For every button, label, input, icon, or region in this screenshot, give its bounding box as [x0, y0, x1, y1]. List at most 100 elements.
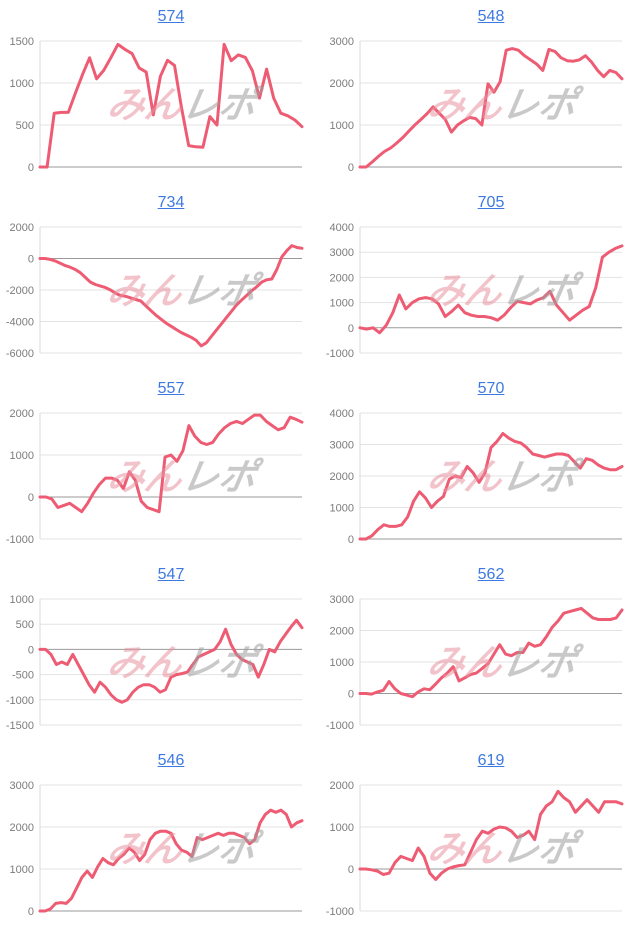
y-axis-tick-label: 0: [28, 906, 34, 918]
data-series-line: [38, 244, 304, 348]
chart-cell: 557 -1000 0 1000 2000 みんレポ: [0, 372, 320, 558]
y-axis-tick-label: 1000: [10, 450, 34, 462]
chart-title-link[interactable]: 557: [157, 380, 185, 397]
chart-cell: 547 -1500 -1000 -500 0 500 1000 みんレポ: [0, 558, 320, 744]
chart-title-link[interactable]: 619: [477, 752, 505, 769]
y-axis-tick-label: 2000: [330, 471, 354, 483]
line-chart: -1000 0 1000 2000 3000 4000: [326, 222, 624, 360]
data-series-line: [358, 789, 624, 881]
plot-area: -1000 0 1000 2000 3000 4000 みんレポ: [320, 217, 640, 369]
y-axis-tick-label: -1000: [326, 906, 354, 918]
line-chart: 0 1000 2000 3000: [10, 780, 304, 918]
chart-title-link[interactable]: 705: [477, 194, 505, 211]
y-axis-tick-label: -1000: [6, 534, 34, 546]
line-chart: -6000 -4000 -2000 0 2000: [6, 222, 304, 360]
y-axis-tick-label: 4000: [330, 408, 354, 420]
plot-area: 0 1000 2000 3000 みんレポ: [0, 775, 320, 927]
line-chart: 0 1000 2000 3000 4000: [330, 408, 624, 546]
y-axis-tick-label: -4000: [6, 317, 34, 329]
y-axis-tick-label: 0: [348, 323, 354, 335]
line-chart: -1500 -1000 -500 0 500 1000: [6, 594, 304, 732]
plot-area: 0 500 1000 1500 みんレポ: [0, 31, 320, 183]
chart-title-link[interactable]: 570: [477, 380, 505, 397]
y-axis-tick-label: -1000: [326, 348, 354, 360]
chart-title-row: 734: [40, 193, 302, 217]
y-axis-tick-label: 2000: [10, 408, 34, 420]
y-axis-tick-label: 2000: [330, 272, 354, 284]
chart-cell: 546 0 1000 2000 3000 みんレポ: [0, 744, 320, 930]
data-series-line: [358, 244, 624, 335]
chart-title-row: 570: [360, 379, 622, 403]
y-axis-tick-label: 500: [16, 120, 34, 132]
data-series-line: [38, 808, 304, 913]
chart-cell: 619 -1000 0 1000 2000 みんレポ: [320, 744, 640, 930]
data-series-line: [38, 42, 304, 169]
data-series-line: [38, 618, 304, 704]
line-chart: 0 500 1000 1500: [10, 36, 304, 174]
y-axis-tick-label: -6000: [6, 348, 34, 360]
chart-title-link[interactable]: 547: [157, 566, 185, 583]
data-series-line: [358, 47, 624, 169]
chart-title-row: 705: [360, 193, 622, 217]
chart-title-row: 547: [40, 565, 302, 589]
chart-title-link[interactable]: 548: [477, 8, 505, 25]
y-axis-tick-label: 0: [348, 162, 354, 174]
y-axis-tick-label: 0: [348, 689, 354, 701]
y-axis-tick-label: 2000: [330, 626, 354, 638]
y-axis-tick-label: -1000: [326, 720, 354, 732]
y-axis-tick-label: 500: [16, 619, 34, 631]
plot-area: -1000 0 1000 2000 3000 みんレポ: [320, 589, 640, 741]
chart-title-row: 574: [40, 7, 302, 31]
y-axis-tick-label: 2000: [330, 780, 354, 792]
line-chart: 0 1000 2000 3000: [330, 36, 624, 174]
data-series-line: [358, 432, 624, 541]
y-axis-tick-label: 1000: [10, 78, 34, 90]
y-axis-tick-label: 1000: [10, 594, 34, 606]
y-axis-tick-label: -2000: [6, 285, 34, 297]
y-axis-tick-label: 2000: [330, 78, 354, 90]
line-chart: -1000 0 1000 2000 3000: [326, 594, 624, 732]
chart-cell: 570 0 1000 2000 3000 4000 みんレポ: [320, 372, 640, 558]
data-series-line: [358, 606, 624, 699]
y-axis-tick-label: 0: [348, 534, 354, 546]
chart-title-row: 546: [40, 751, 302, 775]
y-axis-tick-label: -1500: [6, 720, 34, 732]
y-axis-tick-label: 3000: [10, 780, 34, 792]
chart-title-link[interactable]: 734: [157, 194, 185, 211]
y-axis-tick-label: 3000: [330, 440, 354, 452]
chart-cell: 548 0 1000 2000 3000 みんレポ: [320, 0, 640, 186]
y-axis-tick-label: 0: [28, 254, 34, 266]
chart-title-row: 548: [360, 7, 622, 31]
plot-area: 0 1000 2000 3000 4000 みんレポ: [320, 403, 640, 555]
chart-cell: 562 -1000 0 1000 2000 3000 みんレポ: [320, 558, 640, 744]
y-axis-tick-label: 3000: [330, 36, 354, 48]
plot-area: 0 1000 2000 3000 みんレポ: [320, 31, 640, 183]
y-axis-tick-label: 1000: [330, 298, 354, 310]
plot-area: -1500 -1000 -500 0 500 1000 みんレポ: [0, 589, 320, 741]
y-axis-tick-label: 1000: [330, 657, 354, 669]
chart-title-row: 557: [40, 379, 302, 403]
chart-cell: 734 -6000 -4000 -2000 0 2000 みんレポ: [0, 186, 320, 372]
chart-title-link[interactable]: 574: [157, 8, 185, 25]
plot-area: -6000 -4000 -2000 0 2000 みんレポ: [0, 217, 320, 369]
y-axis-tick-label: -1000: [6, 695, 34, 707]
plot-area: -1000 0 1000 2000 みんレポ: [320, 775, 640, 927]
chart-cell: 574 0 500 1000 1500 みんレポ: [0, 0, 320, 186]
y-axis-tick-label: 4000: [330, 222, 354, 234]
y-axis-tick-label: 0: [28, 162, 34, 174]
y-axis-tick-label: 3000: [330, 594, 354, 606]
chart-title-link[interactable]: 562: [477, 566, 505, 583]
y-axis-tick-label: 1000: [330, 503, 354, 515]
y-axis-tick-label: 2000: [10, 822, 34, 834]
y-axis-tick-label: 3000: [330, 247, 354, 259]
chart-title-link[interactable]: 546: [157, 752, 185, 769]
y-axis-tick-label: 2000: [10, 222, 34, 234]
plot-area: -1000 0 1000 2000 みんレポ: [0, 403, 320, 555]
line-chart: -1000 0 1000 2000: [6, 408, 304, 546]
chart-cell: 705 -1000 0 1000 2000 3000 4000 みんレポ: [320, 186, 640, 372]
y-axis-tick-label: 0: [348, 864, 354, 876]
y-axis-tick-label: 1500: [10, 36, 34, 48]
y-axis-tick-label: 0: [28, 492, 34, 504]
chart-title-row: 562: [360, 565, 622, 589]
